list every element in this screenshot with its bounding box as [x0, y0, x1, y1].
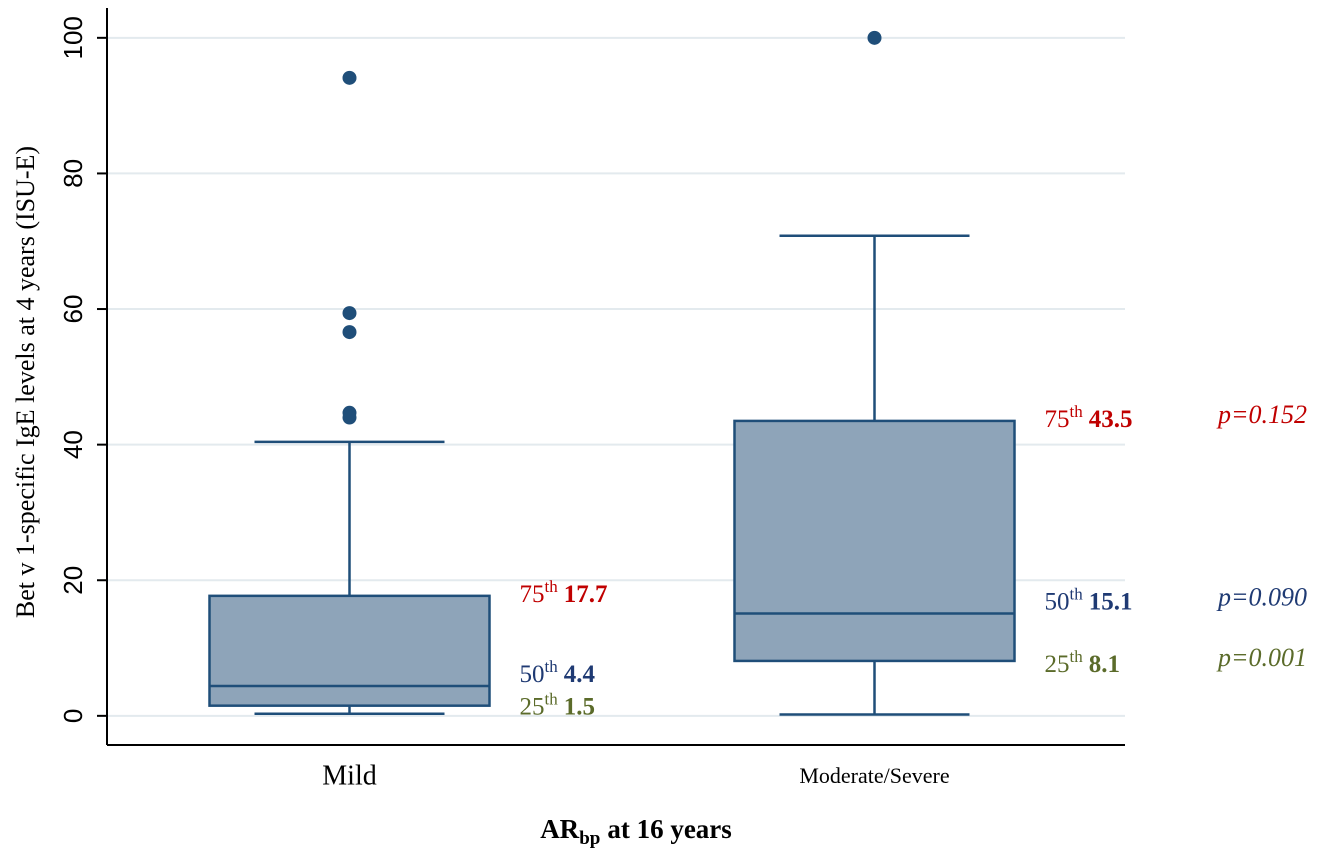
- outlier: [342, 306, 357, 321]
- y-axis-label: Bet v 1-specific IgE levels at 4 years (…: [11, 146, 40, 618]
- ordinal-suffix: th: [1070, 647, 1084, 666]
- quartile-value: 1.5: [564, 693, 595, 720]
- x-axis-label: ARbp at 16 years: [540, 814, 732, 849]
- percentile-annotation: 50th 4.4: [520, 657, 596, 688]
- percentile-label: 25: [1045, 651, 1070, 678]
- quartile-value: 17.7: [564, 581, 608, 608]
- x-axis-label-rest: at 16 years: [607, 814, 731, 844]
- x-axis-label-main: AR: [540, 814, 579, 844]
- y-tick-label: 60: [58, 295, 88, 324]
- y-tick-label: 0: [58, 709, 88, 723]
- box: [208, 594, 491, 707]
- percentile-annotation: 75th 43.5: [1045, 402, 1133, 433]
- p-value: p=0.001: [1216, 643, 1307, 672]
- ordinal-suffix: th: [1070, 402, 1084, 421]
- percentile-annotation: 25th 1.5: [520, 690, 595, 721]
- outlier: [342, 70, 357, 85]
- y-tick-label: 40: [58, 430, 88, 459]
- quartile-value: 15.1: [1089, 588, 1133, 615]
- quartile-value: 4.4: [564, 661, 596, 688]
- p-value: p=0.152: [1216, 400, 1307, 429]
- ordinal-suffix: th: [1070, 584, 1084, 603]
- ordinal-suffix: th: [545, 690, 559, 709]
- y-tick-label: 80: [58, 159, 88, 188]
- quartile-value: 43.5: [1089, 406, 1133, 433]
- y-tick-label: 100: [58, 16, 88, 59]
- p-value: p=0.090: [1216, 582, 1307, 611]
- percentile-annotation: 75th 17.7: [520, 577, 608, 608]
- outlier: [342, 410, 357, 425]
- percentile-label: 75: [520, 581, 545, 608]
- x-axis-label-subscript: bp: [579, 828, 600, 849]
- ordinal-suffix: th: [545, 657, 559, 676]
- quartile-value: 8.1: [1089, 651, 1120, 678]
- ordinal-suffix: th: [545, 577, 559, 596]
- y-tick-label: 20: [58, 566, 88, 595]
- outlier: [867, 30, 882, 45]
- percentile-annotation: 50th 15.1: [1045, 584, 1133, 615]
- x-tick-label: Moderate/Severe: [799, 763, 949, 788]
- percentile-label: 75: [1045, 406, 1070, 433]
- percentile-label: 50: [520, 661, 545, 688]
- percentile-label: 50: [1045, 588, 1070, 615]
- percentile-label: 25: [520, 693, 545, 720]
- percentile-annotation: 25th 8.1: [1045, 647, 1120, 678]
- outlier: [342, 325, 357, 340]
- x-tick-label: Mild: [322, 760, 376, 791]
- box: [733, 419, 1016, 663]
